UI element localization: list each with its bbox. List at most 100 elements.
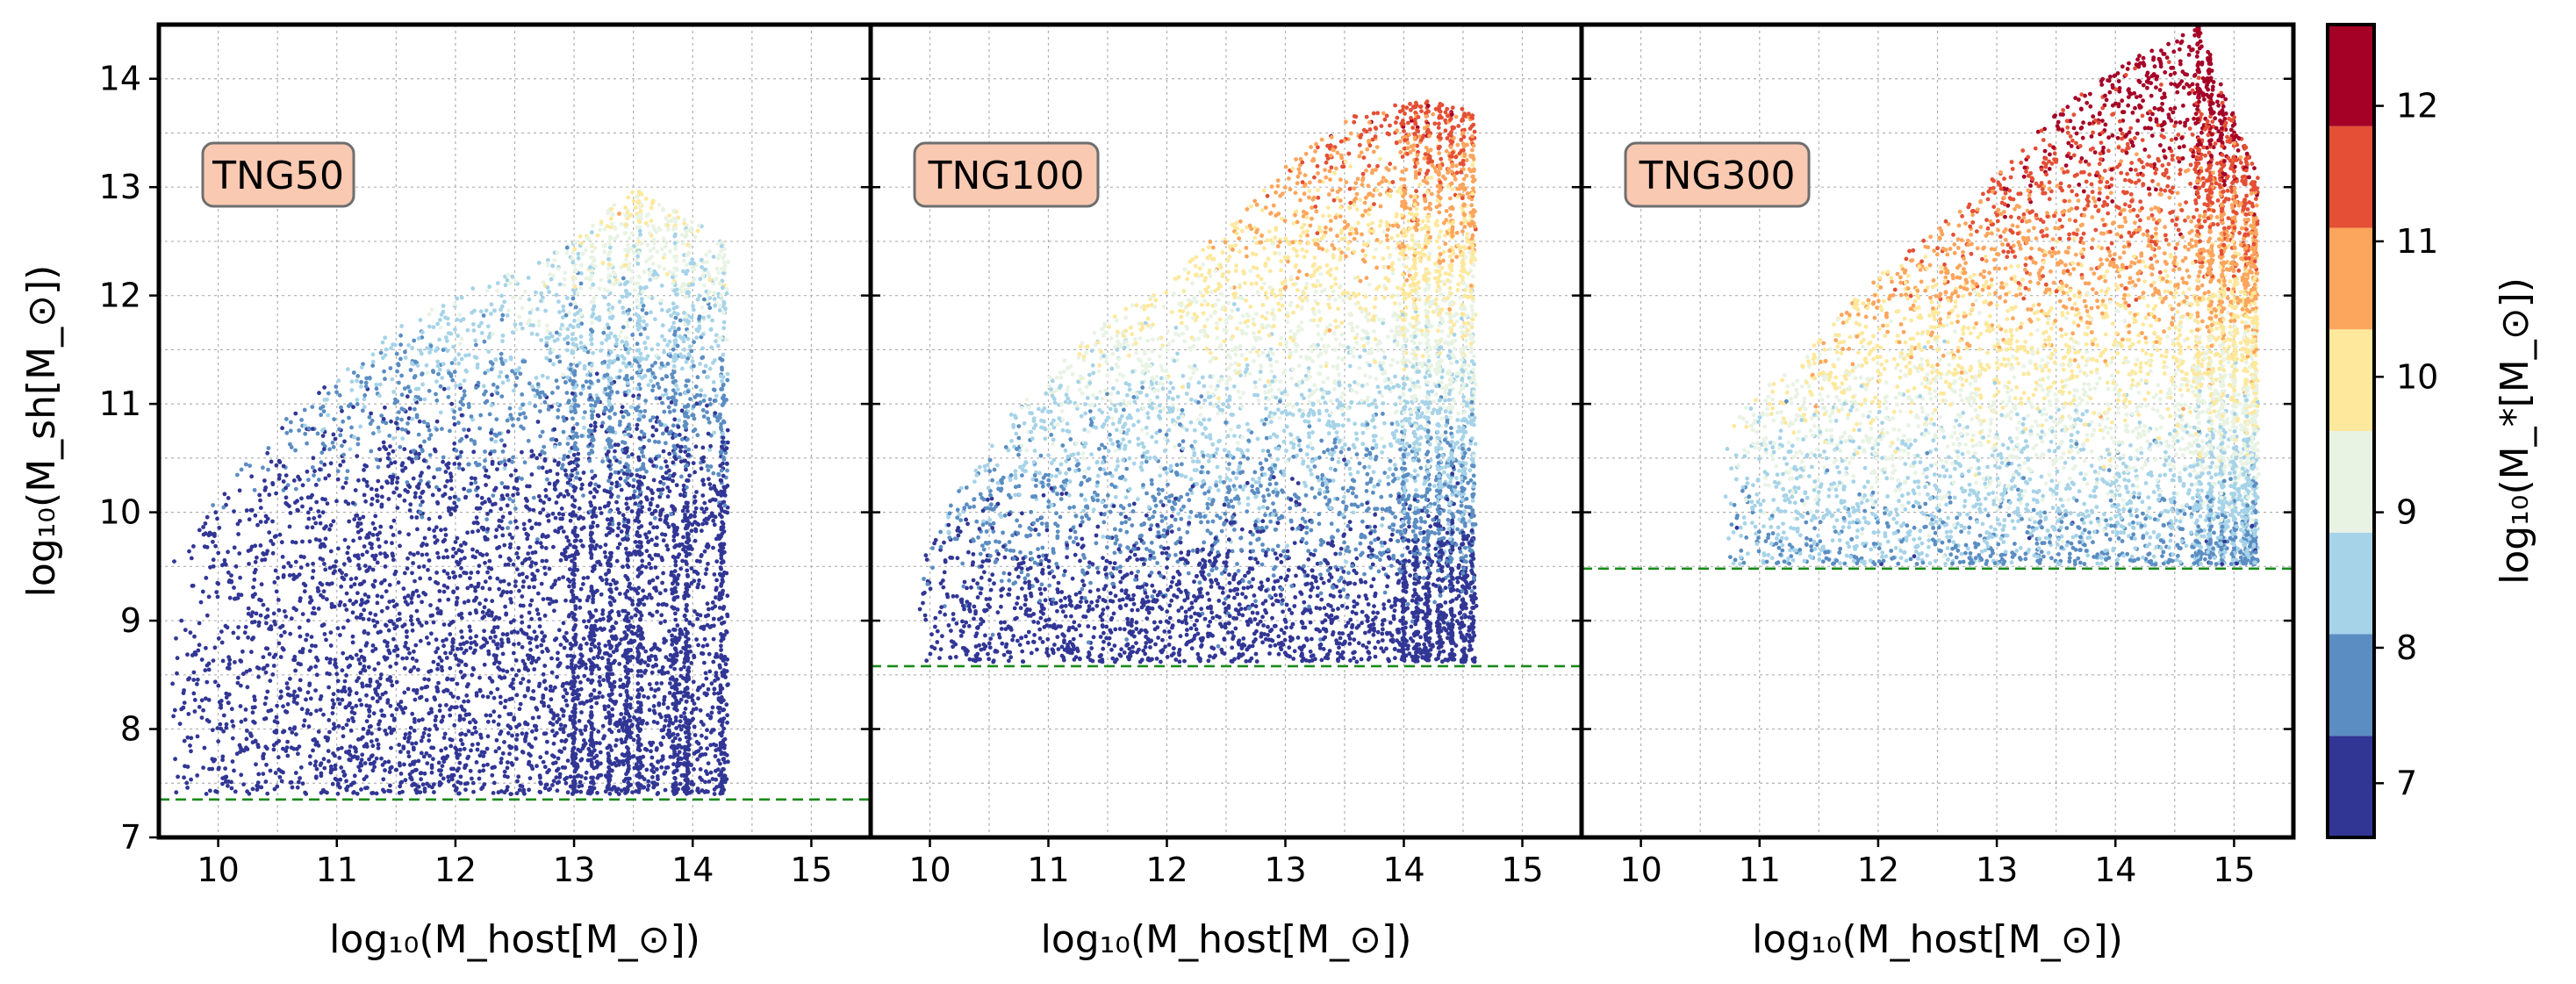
data-point: [597, 679, 602, 684]
data-point: [486, 608, 492, 613]
data-point: [495, 686, 500, 692]
data-point: [502, 740, 506, 744]
data-point: [469, 748, 473, 753]
data-point: [410, 346, 414, 350]
data-point: [602, 326, 607, 331]
data-point: [651, 478, 657, 483]
data-point: [456, 663, 461, 667]
data-point: [593, 695, 599, 700]
data-point: [281, 479, 286, 484]
data-point: [664, 543, 670, 549]
data-point: [515, 630, 520, 635]
data-point: [357, 566, 362, 571]
data-point: [677, 543, 682, 549]
data-point: [686, 677, 691, 682]
data-point: [402, 666, 407, 671]
data-point: [323, 497, 327, 502]
data-point: [314, 766, 319, 772]
data-point: [492, 501, 498, 506]
data-point: [302, 589, 307, 594]
data-point: [568, 579, 572, 584]
data-point: [470, 476, 474, 480]
data-point: [612, 282, 617, 287]
data-point: [704, 506, 709, 512]
data-point: [450, 637, 456, 642]
data-point: [386, 759, 391, 765]
data-point: [370, 731, 374, 736]
data-point: [717, 548, 722, 553]
data-point: [719, 506, 724, 511]
data-point: [473, 608, 478, 613]
data-point: [499, 729, 504, 734]
data-point: [571, 578, 576, 582]
data-point: [322, 632, 327, 636]
data-point: [540, 558, 545, 564]
data-point: [628, 347, 632, 351]
data-point: [589, 299, 593, 305]
data-point: [642, 327, 647, 331]
data-point: [665, 362, 671, 366]
data-point: [378, 676, 383, 681]
data-point: [602, 549, 607, 555]
data-point: [407, 508, 413, 513]
data-point: [338, 633, 342, 637]
data-point: [618, 476, 623, 481]
data-point: [617, 662, 622, 666]
data-point: [624, 343, 629, 348]
data-point: [563, 698, 569, 703]
data-point: [590, 443, 595, 449]
data-point: [554, 636, 559, 641]
data-point: [635, 726, 641, 730]
data-point: [696, 696, 700, 701]
data-point: [391, 436, 396, 441]
data-point: [534, 290, 538, 295]
data-point: [685, 508, 690, 514]
data-point: [494, 417, 499, 422]
data-point: [705, 728, 709, 733]
data-point: [554, 438, 559, 442]
data-point: [398, 750, 403, 754]
data-point: [562, 283, 567, 287]
data-point: [567, 449, 572, 454]
data-point: [561, 308, 566, 313]
panel-tng50: TNG50: [156, 22, 873, 840]
data-point: [658, 741, 664, 746]
data-point: [701, 627, 707, 631]
data-point: [239, 719, 244, 724]
data-point: [539, 643, 544, 648]
data-point: [394, 707, 399, 712]
data-point: [715, 343, 721, 348]
data-point: [526, 321, 530, 326]
data-point: [271, 611, 276, 616]
data-point: [597, 690, 602, 695]
data-point: [656, 759, 661, 765]
data-point: [502, 299, 506, 305]
data-point: [616, 494, 621, 499]
data-point: [520, 449, 524, 455]
data-point: [363, 499, 368, 504]
data-point: [563, 270, 568, 276]
data-point: [629, 269, 635, 274]
data-point: [449, 361, 455, 365]
data-point: [384, 347, 389, 352]
data-point: [347, 519, 352, 524]
data-point: [713, 411, 718, 415]
data-point: [477, 506, 483, 511]
data-point: [649, 749, 653, 754]
data-point: [656, 342, 660, 347]
data-point: [649, 363, 655, 368]
data-point: [201, 532, 206, 537]
data-point: [594, 741, 599, 745]
data-point: [705, 403, 709, 408]
data-point: [483, 449, 487, 454]
data-point: [700, 521, 706, 527]
data-point: [687, 514, 692, 520]
data-point: [371, 431, 376, 436]
data-point: [267, 492, 272, 498]
data-point: [664, 655, 669, 660]
data-point: [563, 687, 568, 693]
data-point: [545, 477, 549, 482]
data-point: [494, 737, 499, 743]
data-point: [382, 714, 387, 718]
data-point: [721, 320, 727, 325]
